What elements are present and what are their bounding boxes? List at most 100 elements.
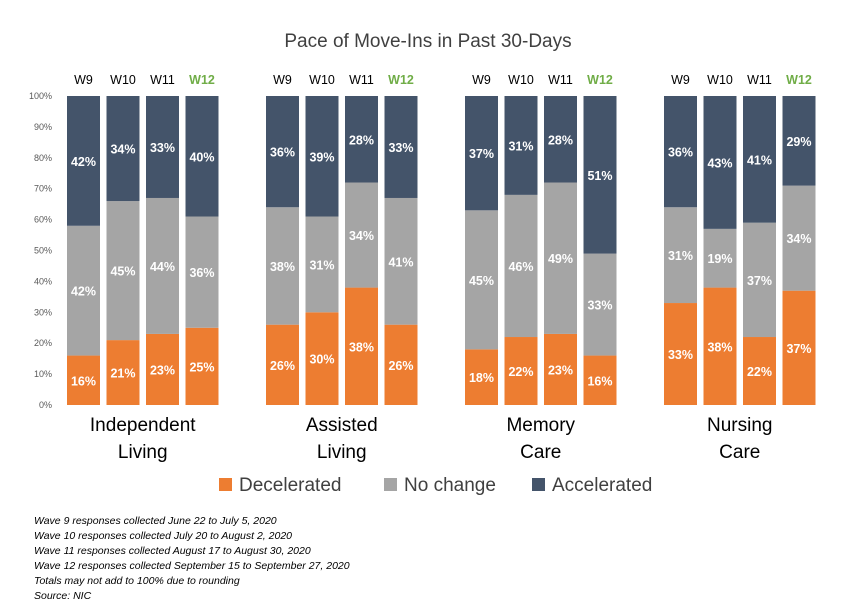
data-label: 33% [587, 299, 612, 313]
data-label: 41% [388, 255, 413, 269]
group-label-line: Memory [506, 415, 575, 436]
data-label: 38% [270, 260, 295, 274]
data-label: 46% [508, 260, 533, 274]
category-label: W12 [587, 73, 613, 87]
y-tick-label: 70% [34, 184, 52, 194]
bar-segment-no-change [146, 197, 179, 334]
data-label: 19% [707, 252, 732, 266]
chart-title: Pace of Move-Ins in Past 30-Days [284, 31, 571, 52]
data-label: 51% [587, 169, 612, 183]
data-label: 16% [587, 374, 612, 388]
legend: Decelerated No change Accelerated [219, 475, 652, 496]
bar-segment-accelerated [544, 96, 577, 183]
data-label: 38% [349, 340, 374, 354]
category-label: W12 [786, 73, 812, 87]
bar-group: W9 18% 45% 37% W10 22% 46% 31% W11 23% 49% 28% W12 16… [465, 73, 617, 463]
legend-label: Decelerated [239, 475, 341, 496]
data-label: 30% [309, 353, 334, 367]
group-label: Memory Care [506, 415, 575, 463]
data-label: 26% [388, 359, 413, 373]
bar-segment-accelerated [782, 96, 816, 186]
data-label: 22% [747, 365, 772, 379]
data-label: 36% [270, 146, 295, 160]
y-tick-label: 20% [34, 338, 52, 348]
bar-group: W9 26% 38% 36% W10 30% 31% 39% W11 38% 34% 28% W12 26… [266, 73, 418, 463]
bar-segment-accelerated [703, 96, 737, 229]
footnote: Wave 9 responses collected June 22 to Ju… [34, 515, 277, 527]
data-label: 36% [189, 266, 214, 280]
bar-segment-no-change [465, 210, 498, 350]
group-label-line: Living [317, 442, 367, 463]
bar-segment-decelerated [743, 337, 776, 405]
bar-segment-accelerated [743, 96, 776, 223]
bar-segment-no-change [305, 216, 339, 313]
legend-label: Accelerated [552, 475, 652, 496]
category-label: W11 [349, 73, 374, 87]
y-tick-label: 50% [34, 246, 52, 256]
bar-segment-decelerated [305, 312, 339, 405]
bar-segment-no-change [583, 253, 617, 356]
category-label: W10 [707, 73, 733, 87]
bar-segment-decelerated [266, 324, 299, 405]
category-label: W9 [74, 73, 93, 87]
category-label: W9 [671, 73, 690, 87]
legend-swatch [384, 478, 397, 491]
data-label: 33% [150, 141, 175, 155]
bar-group: W9 33% 31% 36% W10 38% 19% 43% W11 22% 37% 41% W12 37… [664, 73, 816, 463]
y-tick-label: 90% [34, 122, 52, 132]
footnote: Wave 12 responses collected September 15… [34, 560, 350, 572]
data-label: 42% [71, 155, 96, 169]
data-label: 31% [309, 258, 334, 272]
legend-label: No change [404, 475, 496, 496]
category-label: W10 [309, 73, 335, 87]
bar-segment-no-change [743, 222, 776, 338]
bar-segment-accelerated [465, 96, 498, 211]
data-label: 37% [469, 147, 494, 161]
group-label: Nursing Care [707, 415, 772, 463]
bar-segment-decelerated [583, 355, 617, 405]
bar-segment-accelerated [67, 96, 100, 226]
data-label: 38% [707, 340, 732, 354]
data-label: 44% [150, 260, 175, 274]
group-label: Assisted Living [306, 415, 378, 463]
bar-segment-no-change [185, 216, 219, 328]
data-label: 28% [548, 133, 573, 147]
data-label: 25% [189, 360, 214, 374]
footnote: Wave 10 responses collected July 20 to A… [34, 530, 292, 542]
bar-segment-accelerated [185, 96, 219, 217]
bar-segment-decelerated [465, 349, 498, 405]
bar-segment-no-change [504, 194, 538, 338]
bar-segment-no-change [345, 182, 378, 288]
bar-segment-decelerated [185, 327, 219, 405]
bar-segment-no-change [384, 197, 418, 325]
data-label: 45% [469, 274, 494, 288]
data-label: 34% [349, 229, 374, 243]
data-label: 34% [786, 232, 811, 246]
bar-segment-decelerated [146, 333, 179, 405]
bar-segment-no-change [544, 182, 577, 334]
category-label: W12 [388, 73, 414, 87]
y-tick-label: 10% [34, 369, 52, 379]
bar-segment-decelerated [703, 287, 737, 405]
y-tick-label: 0% [39, 400, 52, 410]
category-label: W10 [508, 73, 534, 87]
bar-segment-no-change [266, 207, 299, 325]
group-label: Independent Living [90, 415, 196, 463]
data-label: 37% [747, 274, 772, 288]
data-label: 23% [548, 363, 573, 377]
bar-segment-decelerated [345, 287, 378, 405]
footnotes: Wave 9 responses collected June 22 to Ju… [34, 514, 350, 604]
data-label: 31% [668, 249, 693, 263]
data-label: 40% [189, 150, 214, 164]
data-label: 28% [349, 133, 374, 147]
category-label: W12 [189, 73, 215, 87]
footnote: Wave 11 responses collected August 17 to… [34, 545, 311, 557]
bar-segment-accelerated [305, 96, 339, 217]
legend-item: No change [384, 475, 496, 496]
bar-segment-no-change [67, 225, 100, 356]
bar-segment-no-change [782, 185, 816, 291]
bar-segment-no-change [106, 201, 140, 341]
bar-segment-accelerated [106, 96, 140, 202]
data-label: 16% [71, 374, 96, 388]
